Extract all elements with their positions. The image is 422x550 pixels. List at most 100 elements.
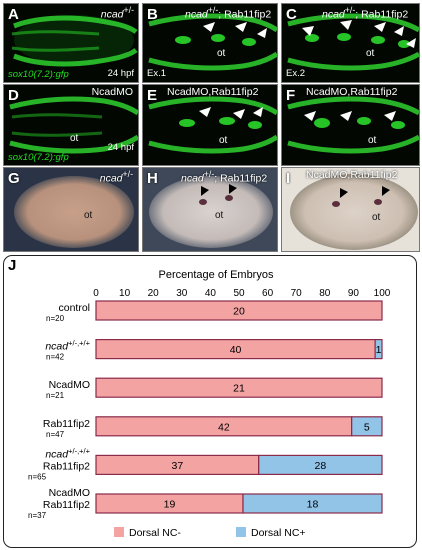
- panel-h-title-text: ncad: [181, 172, 204, 185]
- panel-c-letter: C: [286, 6, 297, 23]
- panel-h-title-sup: +/-: [203, 169, 215, 179]
- panel-b-title: ncad+/-; Rab11fip2: [185, 5, 272, 21]
- panel-f-fluorescence-image: [287, 96, 419, 154]
- panel-c-note: Ex.2: [286, 68, 306, 79]
- x-tick-label: 100: [374, 288, 391, 299]
- panel-d: D NcadMO ot 24 hpf sox10(7.2):gfp: [3, 84, 139, 166]
- panel-j-letter: J: [8, 257, 16, 274]
- panel-i-ot-label: ot: [372, 212, 381, 223]
- category-n-label: n=37: [28, 511, 47, 520]
- x-tick-label: 0: [93, 288, 99, 299]
- bar-value-label: 18: [307, 499, 319, 511]
- panel-h-title-suffix: ; Rab11fip2: [214, 172, 268, 185]
- panel-e-letter: E: [147, 87, 158, 104]
- panel-h-ot-label: ot: [215, 210, 224, 221]
- bar-value-label: 21: [233, 383, 245, 395]
- bar-value-label: 5: [364, 421, 370, 433]
- bar-value-label: 28: [315, 460, 327, 472]
- category-label: ncad+/-,+/+: [45, 446, 90, 460]
- bar-segment: [95, 377, 383, 398]
- panel-c: C ncad+/-; Rab11fip2 ot Ex.2: [281, 3, 420, 83]
- panel-b-note: Ex.1: [147, 68, 167, 79]
- panel-i-letter: I: [286, 170, 291, 187]
- panel-c-ot-label: ot: [366, 48, 375, 59]
- category-label-line2: Rab11fip2: [43, 460, 90, 472]
- panel-b-title-text: ncad: [185, 8, 208, 21]
- x-tick-label: 70: [291, 288, 303, 299]
- category-label: NcadMO: [49, 379, 90, 391]
- category-n-label: n=65: [28, 472, 47, 481]
- percentage-chart: J Percentage of Embryos 0 10 20 30 40 50 60 70 8…: [8, 257, 391, 539]
- panel-e: E NcadMO,Rab11fip2 ot: [142, 84, 278, 166]
- x-tick-label: 30: [176, 288, 188, 299]
- panel-b-title-suffix: ; Rab11fip2: [218, 8, 272, 21]
- panel-c-fluorescence-image: [287, 13, 419, 71]
- category-label: Rab11fip2: [43, 418, 90, 430]
- panel-c-title-suffix: ; Rab11fip2: [355, 8, 409, 21]
- panel-a: A ncad+/- 24 hpf sox10(7.2):gfp: [3, 3, 139, 83]
- legend-swatch: [114, 527, 124, 537]
- panel-a-title-sup: +/-: [123, 5, 134, 15]
- bar-segment: [242, 493, 383, 514]
- bar-value-label: 20: [233, 306, 245, 318]
- panel-h: H ncad+/-; Rab11fip2 ot: [142, 167, 278, 252]
- panel-c-title: ncad+/-; Rab11fip2: [322, 5, 409, 21]
- panel-c-title-sup: +/-: [344, 5, 356, 15]
- panel-a-title-text: ncad: [100, 8, 124, 21]
- legend: Dorsal NC- Dorsal NC+: [114, 527, 306, 539]
- panel-i-arrow-icons: [340, 186, 390, 198]
- x-tick-label: 60: [262, 288, 274, 299]
- panel-e-arrow-icons: [199, 107, 263, 119]
- panel-b-fluorescence-image: [148, 13, 277, 71]
- category-n-label: n=42: [46, 353, 65, 362]
- panel-j: J Percentage of Embryos 0 10 20 30 40 50 60 70 8…: [3, 255, 417, 548]
- x-axis-ticks: 0 10 20 30 40 50 60 70 80 90 100: [93, 288, 391, 299]
- x-tick-label: 80: [319, 288, 331, 299]
- panel-i-ish-image: [282, 168, 419, 251]
- panel-h-letter: H: [147, 170, 158, 187]
- bar-segment: [95, 300, 383, 321]
- category-labels: controln=20ncad+/-,+/+n=42NcadMOn=21Rab1…: [28, 302, 91, 520]
- x-tick-label: 10: [119, 288, 131, 299]
- category-label: control: [58, 302, 90, 314]
- panel-b: B ncad+/-; Rab11fip2 ot Ex.1: [142, 3, 278, 83]
- category-label: NcadMO: [49, 487, 90, 499]
- panel-c-arrow-icons: [302, 20, 416, 48]
- panel-b-arrow-icons: [203, 22, 267, 38]
- panel-i-title: NcadMO,Rab11fip2: [306, 169, 398, 181]
- panel-a-stage: 24 hpf: [107, 68, 134, 79]
- bar-value-label: 40: [230, 344, 242, 356]
- bar-segment: [258, 454, 383, 475]
- panel-a-transgene: sox10(7.2):gfp: [8, 69, 69, 80]
- panel-i: I NcadMO,Rab11fip2 ot: [281, 167, 420, 252]
- panel-b-title-sup: +/-: [207, 5, 219, 15]
- panel-b-letter: B: [147, 6, 158, 23]
- panel-e-title: NcadMO,Rab11fip2: [167, 86, 259, 98]
- category-label: ncad+/-,+/+: [45, 339, 90, 353]
- panel-f-ot-label: ot: [368, 135, 377, 146]
- legend-label: Dorsal NC+: [251, 527, 306, 539]
- panel-g-letter: G: [8, 170, 20, 187]
- panel-d-transgene: sox10(7.2):gfp: [8, 152, 69, 163]
- bar-group: 20 40 1 21 42 5 37 28 19 18: [95, 300, 383, 514]
- panel-a-fluorescence-image: [11, 15, 138, 67]
- category-n-label: n=20: [46, 314, 65, 323]
- panel-d-stage: 24 hpf: [107, 142, 134, 153]
- panel-e-ot-label: ot: [219, 135, 228, 146]
- panel-f-title: NcadMO,Rab11fip2: [306, 86, 398, 98]
- bar-value-label: 19: [164, 499, 176, 511]
- panel-d-ot-label: ot: [70, 133, 79, 144]
- panel-h-arrow-icons: [201, 184, 237, 196]
- panel-h-ish-image: [143, 168, 277, 251]
- panel-f-arrow-icons: [304, 111, 396, 121]
- bar-value-label: 42: [218, 421, 230, 433]
- panel-g-ish-image: [4, 168, 138, 251]
- panel-a-title: ncad+/-: [100, 5, 134, 21]
- category-n-label: n=21: [46, 391, 65, 400]
- legend-label: Dorsal NC-: [129, 527, 181, 539]
- x-tick-label: 40: [205, 288, 217, 299]
- panel-c-title-text: ncad: [322, 8, 345, 21]
- panel-g-title-sup: +/-: [122, 169, 133, 179]
- x-tick-label: 90: [348, 288, 360, 299]
- bar-value-label: 1: [376, 344, 382, 356]
